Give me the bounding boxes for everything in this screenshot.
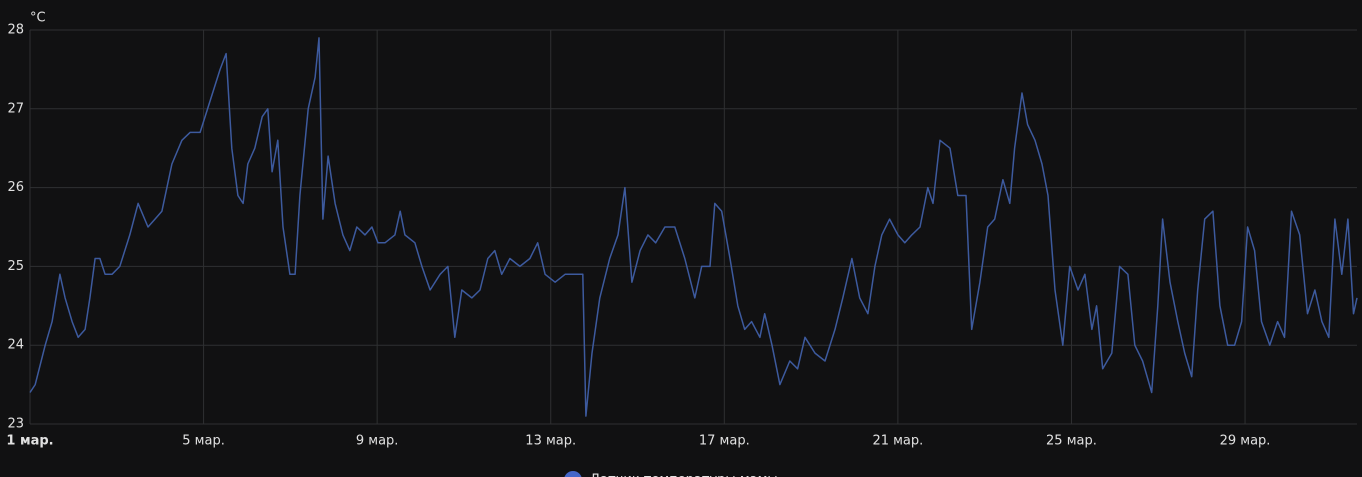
y-tick-label: 28: [7, 23, 24, 38]
y-tick-label: 23: [7, 417, 24, 432]
legend-label: Датчик температуры мамы: [590, 473, 778, 477]
x-tick-label: 29 мар.: [1220, 434, 1271, 449]
y-tick-label: 26: [7, 180, 24, 195]
x-tick-label: 17 мар.: [699, 434, 750, 449]
x-tick-label: 5 мар.: [182, 434, 225, 449]
x-tick-label: 13 мар.: [525, 434, 576, 449]
y-tick-label: 24: [7, 338, 24, 353]
x-tick-label: 21 мар.: [872, 434, 923, 449]
y-axis-unit: °C: [30, 11, 46, 26]
x-tick-label: 25 мар.: [1046, 434, 1097, 449]
legend-marker: [564, 471, 582, 477]
x-tick-label: 1 мар.: [6, 434, 53, 449]
data-line: [29, 37, 1358, 417]
x-tick-label: 9 мар.: [356, 434, 399, 449]
y-tick-label: 27: [7, 101, 24, 116]
y-tick-label: 25: [7, 259, 24, 274]
